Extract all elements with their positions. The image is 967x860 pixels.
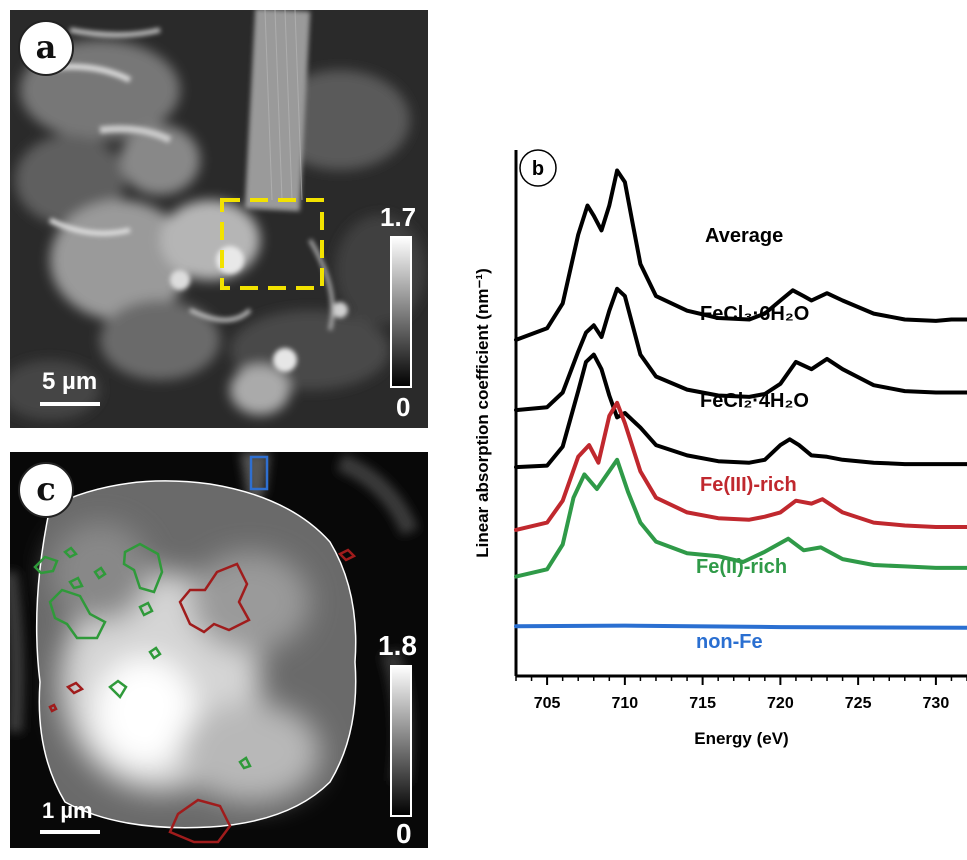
- nonfe-roi: [249, 455, 269, 491]
- x-axis-label: Energy (eV): [694, 729, 788, 748]
- panel-c-scalebar: [40, 830, 100, 834]
- panel-a-colorbar-max: 1.7: [380, 202, 417, 232]
- panel-c-scalebar-label: 1 µm: [42, 798, 93, 823]
- fe2-contours: [33, 542, 252, 770]
- panel-c-colorbar-min: 0: [396, 818, 412, 848]
- series-line-2: [514, 352, 967, 470]
- x-tick-label: 725: [845, 695, 872, 712]
- panel-b-letter: b: [532, 158, 544, 180]
- panel-a-colorbar: [390, 236, 412, 388]
- x-tick-label: 715: [689, 695, 716, 712]
- panel-a-scalebar: [40, 402, 100, 406]
- panel-c-colorbar: [390, 665, 412, 817]
- panel-c-image: [10, 452, 428, 848]
- panel-b-spectra-chart: 705 710 715 720 725 730 Average FeCl₃·6H₂O FeCl₂…: [468, 140, 967, 855]
- series-line-0: [514, 168, 967, 342]
- x-tick-label: 710: [612, 695, 639, 712]
- panel-a-colorbar-min: 0: [396, 392, 411, 422]
- panel-c-map: c 1.8 0 1 µm: [10, 452, 428, 848]
- series-line-5: [514, 623, 967, 630]
- panel-a-micrograph: a 1.7 0 5 µm: [10, 10, 428, 428]
- series-label-3: Fe(III)-rich: [700, 474, 797, 496]
- x-tick-label: 730: [923, 695, 950, 712]
- spectra-svg: 705 710 715 720 725 730 Average FeCl₃·6H₂O FeCl₂…: [473, 149, 967, 748]
- roi-box: [220, 198, 324, 290]
- series-line-1: [514, 286, 967, 413]
- panel-c-letter: c: [18, 462, 74, 518]
- series-label-1: FeCl₃·6H₂O: [700, 303, 809, 325]
- series-line-3: [514, 400, 967, 532]
- panel-a-image: [10, 10, 428, 428]
- series-label-5: non-Fe: [696, 631, 763, 653]
- y-axis-label: Linear absorption coefficient (nm⁻¹): [473, 268, 492, 558]
- series-label-4: Fe(II)-rich: [696, 556, 787, 578]
- series-line-4: [514, 457, 967, 579]
- panel-a-letter: a: [18, 20, 74, 76]
- x-tick-label: 705: [534, 695, 561, 712]
- series-label-0: Average: [705, 225, 783, 247]
- panel-c-colorbar-max: 1.8: [378, 630, 417, 661]
- panel-a-scalebar-label: 5 µm: [42, 368, 98, 395]
- panel-b-letter-circle: [519, 149, 557, 187]
- sample-outline: [35, 480, 357, 829]
- x-tick-label: 720: [767, 695, 794, 712]
- series-label-2: FeCl₂·4H₂O: [700, 390, 809, 412]
- fe3-contours: [48, 548, 357, 844]
